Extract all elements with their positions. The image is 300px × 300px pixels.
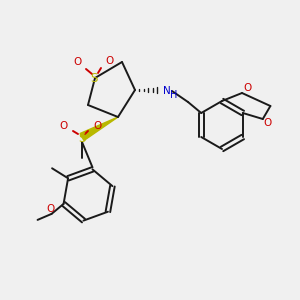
Polygon shape: [80, 117, 118, 140]
Text: O: O: [59, 121, 67, 131]
Text: O: O: [105, 56, 113, 66]
Text: O: O: [243, 83, 251, 93]
Text: O: O: [46, 204, 55, 214]
Text: H: H: [170, 90, 178, 100]
Text: O: O: [73, 57, 81, 67]
Text: O: O: [93, 121, 101, 131]
Text: S: S: [90, 71, 98, 85]
Text: S: S: [78, 131, 86, 145]
Text: N: N: [163, 86, 171, 96]
Text: O: O: [264, 118, 272, 128]
